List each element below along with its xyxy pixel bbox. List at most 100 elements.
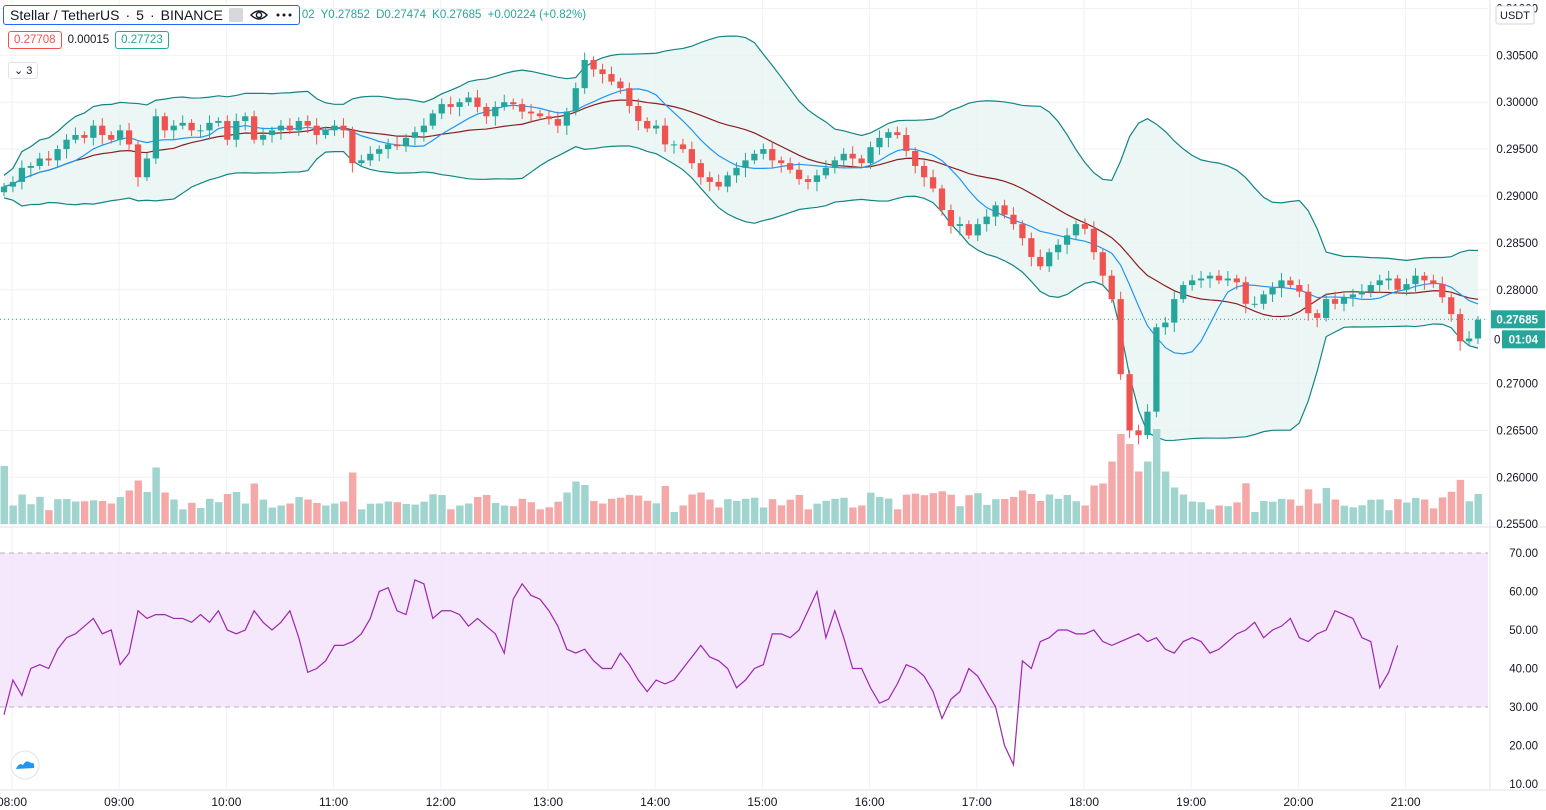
candle bbox=[1457, 308, 1464, 351]
candle bbox=[1421, 271, 1428, 290]
chevron-down-icon: ⌄ bbox=[14, 65, 24, 77]
volume-bar bbox=[1358, 505, 1366, 524]
candle-body bbox=[304, 120, 311, 126]
hidden-price-label: 0 bbox=[1494, 334, 1500, 346]
candle-body bbox=[1385, 278, 1392, 281]
candle bbox=[858, 154, 865, 167]
candle-body bbox=[179, 122, 186, 126]
candle bbox=[867, 141, 874, 169]
eye-icon[interactable] bbox=[249, 8, 269, 22]
candle bbox=[697, 159, 704, 185]
volume-bar bbox=[98, 501, 107, 524]
time-tick-label: 19:00 bbox=[1176, 795, 1206, 809]
volume-bar bbox=[929, 493, 938, 524]
volume-bar bbox=[1420, 499, 1429, 524]
volume-bar bbox=[616, 497, 625, 524]
candle-body bbox=[81, 135, 88, 138]
bid-price[interactable]: 0.27708 bbox=[8, 31, 62, 49]
volume-bar bbox=[947, 494, 955, 524]
candle-body bbox=[367, 153, 374, 161]
volume-bar bbox=[715, 507, 723, 524]
candle-body bbox=[1314, 313, 1321, 318]
candle bbox=[1305, 284, 1312, 321]
candle bbox=[1189, 274, 1196, 291]
volume-bar bbox=[1188, 501, 1197, 524]
candle-body bbox=[858, 158, 865, 164]
candle bbox=[429, 109, 436, 130]
candle bbox=[1358, 284, 1365, 299]
candle bbox=[787, 157, 794, 174]
candle-body bbox=[402, 137, 410, 147]
volume-bar bbox=[18, 494, 26, 524]
candle-body bbox=[1224, 278, 1231, 281]
volume-bar bbox=[500, 505, 509, 524]
candle bbox=[206, 115, 213, 140]
candle-body bbox=[1260, 294, 1267, 304]
volume-bar bbox=[840, 497, 848, 524]
candle bbox=[1233, 274, 1240, 290]
volume-bar bbox=[858, 505, 866, 524]
bid-ask-panel: 0.27708 0.00015 0.27723 bbox=[8, 31, 169, 49]
candle bbox=[1296, 279, 1303, 298]
candle-body bbox=[385, 144, 392, 150]
volume-bar bbox=[1152, 429, 1161, 524]
indicators-toggle[interactable]: ⌄ 3 bbox=[8, 62, 39, 79]
candle-body bbox=[644, 120, 651, 129]
candle-body bbox=[1171, 299, 1178, 323]
volume-bar bbox=[1179, 494, 1188, 524]
tradingview-logo-icon[interactable] bbox=[10, 750, 40, 780]
candle-body bbox=[1046, 252, 1053, 267]
volume-bar bbox=[72, 501, 80, 524]
candle bbox=[1063, 227, 1071, 255]
candle bbox=[1314, 309, 1321, 328]
candle bbox=[134, 140, 142, 187]
candle bbox=[295, 117, 302, 136]
candle-body bbox=[903, 135, 910, 151]
candle bbox=[778, 156, 785, 173]
candle bbox=[1242, 276, 1249, 314]
currency-tag bbox=[1495, 5, 1535, 25]
volume-bar bbox=[599, 503, 607, 524]
volume-bar bbox=[608, 498, 616, 524]
candle-body bbox=[1430, 280, 1437, 285]
candles bbox=[0, 52, 1482, 445]
candle bbox=[385, 138, 392, 159]
price-axis: 0.310000.305000.300000.295000.290000.285… bbox=[1491, 3, 1545, 531]
candle bbox=[483, 103, 490, 124]
candle bbox=[1323, 293, 1330, 322]
candle-body bbox=[626, 88, 633, 106]
ask-price[interactable]: 0.27723 bbox=[115, 31, 169, 49]
candle bbox=[1474, 316, 1482, 345]
volume-bar bbox=[170, 499, 178, 524]
candle-body bbox=[1465, 338, 1473, 342]
volume-bar bbox=[1376, 499, 1384, 524]
candle bbox=[590, 56, 597, 77]
candle bbox=[956, 216, 963, 236]
volume-bar bbox=[250, 483, 259, 524]
volume-bar bbox=[188, 502, 196, 524]
more-icon[interactable] bbox=[275, 8, 293, 22]
volume-bar bbox=[45, 510, 53, 524]
candle-body bbox=[956, 224, 963, 226]
time-tick-label: 16:00 bbox=[855, 795, 885, 809]
candle bbox=[679, 138, 687, 153]
candle-body bbox=[286, 125, 293, 131]
volume-bar bbox=[1394, 499, 1402, 524]
volume-bar bbox=[706, 499, 714, 524]
candle-body bbox=[849, 153, 856, 159]
volume-bar bbox=[1027, 494, 1036, 524]
candle bbox=[688, 141, 695, 169]
volume-bar bbox=[804, 509, 812, 524]
candle-body bbox=[197, 130, 204, 132]
candle bbox=[1197, 271, 1205, 288]
volume-bar bbox=[1206, 509, 1214, 524]
hide-icon[interactable] bbox=[228, 8, 243, 22]
candle bbox=[1394, 274, 1401, 294]
candle bbox=[358, 154, 365, 167]
volume-bar bbox=[822, 500, 830, 524]
candle-body bbox=[554, 119, 561, 126]
candle-body bbox=[233, 120, 240, 140]
price-tick-label: 0.30500 bbox=[1496, 50, 1538, 62]
symbol-box[interactable]: Stellar / TetherUS · 5 · BINANCE bbox=[3, 5, 300, 25]
